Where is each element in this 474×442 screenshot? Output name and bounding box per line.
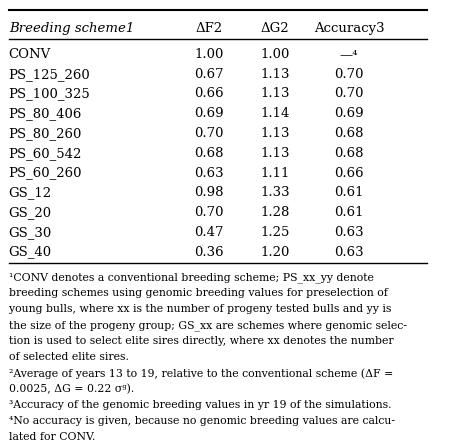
Text: ΔG2: ΔG2 — [260, 23, 289, 35]
Text: GS_40: GS_40 — [9, 246, 52, 259]
Text: 1.11: 1.11 — [260, 167, 290, 179]
Text: —⁴: —⁴ — [340, 48, 358, 61]
Text: PS_100_325: PS_100_325 — [9, 88, 91, 100]
Text: 0.67: 0.67 — [194, 68, 224, 81]
Text: 1.20: 1.20 — [260, 246, 290, 259]
Text: 0.63: 0.63 — [334, 226, 364, 239]
Text: 0.61: 0.61 — [334, 187, 364, 199]
Text: CONV: CONV — [9, 48, 51, 61]
Text: 0.69: 0.69 — [194, 107, 224, 120]
Text: 1.13: 1.13 — [260, 127, 290, 140]
Text: 1.13: 1.13 — [260, 68, 290, 81]
Text: breeding schemes using genomic breeding values for preselection of: breeding schemes using genomic breeding … — [9, 288, 388, 298]
Text: the size of the progeny group; GS_xx are schemes where genomic selec-: the size of the progeny group; GS_xx are… — [9, 320, 407, 331]
Text: 0.0025, ΔG = 0.22 σᵍ).: 0.0025, ΔG = 0.22 σᵍ). — [9, 384, 134, 394]
Text: Breeding scheme1: Breeding scheme1 — [9, 23, 134, 35]
Text: 1.00: 1.00 — [260, 48, 290, 61]
Text: 0.66: 0.66 — [194, 88, 224, 100]
Text: 0.36: 0.36 — [194, 246, 224, 259]
Text: Accuracy3: Accuracy3 — [314, 23, 384, 35]
Text: 1.33: 1.33 — [260, 187, 290, 199]
Text: 1.13: 1.13 — [260, 147, 290, 160]
Text: GS_30: GS_30 — [9, 226, 52, 239]
Text: young bulls, where xx is the number of progeny tested bulls and yy is: young bulls, where xx is the number of p… — [9, 304, 391, 314]
Text: ΔF2: ΔF2 — [196, 23, 223, 35]
Text: PS_60_542: PS_60_542 — [9, 147, 82, 160]
Text: of selected elite sires.: of selected elite sires. — [9, 352, 128, 362]
Text: PS_80_406: PS_80_406 — [9, 107, 82, 120]
Text: PS_125_260: PS_125_260 — [9, 68, 91, 81]
Text: 0.66: 0.66 — [334, 167, 364, 179]
Text: 1.13: 1.13 — [260, 88, 290, 100]
Text: 0.63: 0.63 — [194, 167, 224, 179]
Text: 0.47: 0.47 — [195, 226, 224, 239]
Text: 0.70: 0.70 — [334, 68, 364, 81]
Text: 0.70: 0.70 — [195, 127, 224, 140]
Text: 0.61: 0.61 — [334, 206, 364, 219]
Text: tion is used to select elite sires directly, where xx denotes the number: tion is used to select elite sires direc… — [9, 336, 393, 346]
Text: GS_20: GS_20 — [9, 206, 52, 219]
Text: 1.00: 1.00 — [195, 48, 224, 61]
Text: ¹CONV denotes a conventional breeding scheme; PS_xx_yy denote: ¹CONV denotes a conventional breeding sc… — [9, 272, 374, 283]
Text: PS_80_260: PS_80_260 — [9, 127, 82, 140]
Text: ²Average of years 13 to 19, relative to the conventional scheme (ΔF =: ²Average of years 13 to 19, relative to … — [9, 368, 393, 379]
Text: 0.68: 0.68 — [334, 127, 364, 140]
Text: 0.98: 0.98 — [195, 187, 224, 199]
Text: ³Accuracy of the genomic breeding values in yr 19 of the simulations.: ³Accuracy of the genomic breeding values… — [9, 400, 391, 410]
Text: 0.68: 0.68 — [195, 147, 224, 160]
Text: 0.63: 0.63 — [334, 246, 364, 259]
Text: 0.68: 0.68 — [334, 147, 364, 160]
Text: lated for CONV.: lated for CONV. — [9, 432, 95, 442]
Text: 0.69: 0.69 — [334, 107, 364, 120]
Text: 1.28: 1.28 — [260, 206, 290, 219]
Text: PS_60_260: PS_60_260 — [9, 167, 82, 179]
Text: ⁴No accuracy is given, because no genomic breeding values are calcu-: ⁴No accuracy is given, because no genomi… — [9, 416, 395, 426]
Text: GS_12: GS_12 — [9, 187, 52, 199]
Text: 0.70: 0.70 — [195, 206, 224, 219]
Text: 1.25: 1.25 — [260, 226, 290, 239]
Text: 0.70: 0.70 — [334, 88, 364, 100]
Text: 1.14: 1.14 — [260, 107, 290, 120]
